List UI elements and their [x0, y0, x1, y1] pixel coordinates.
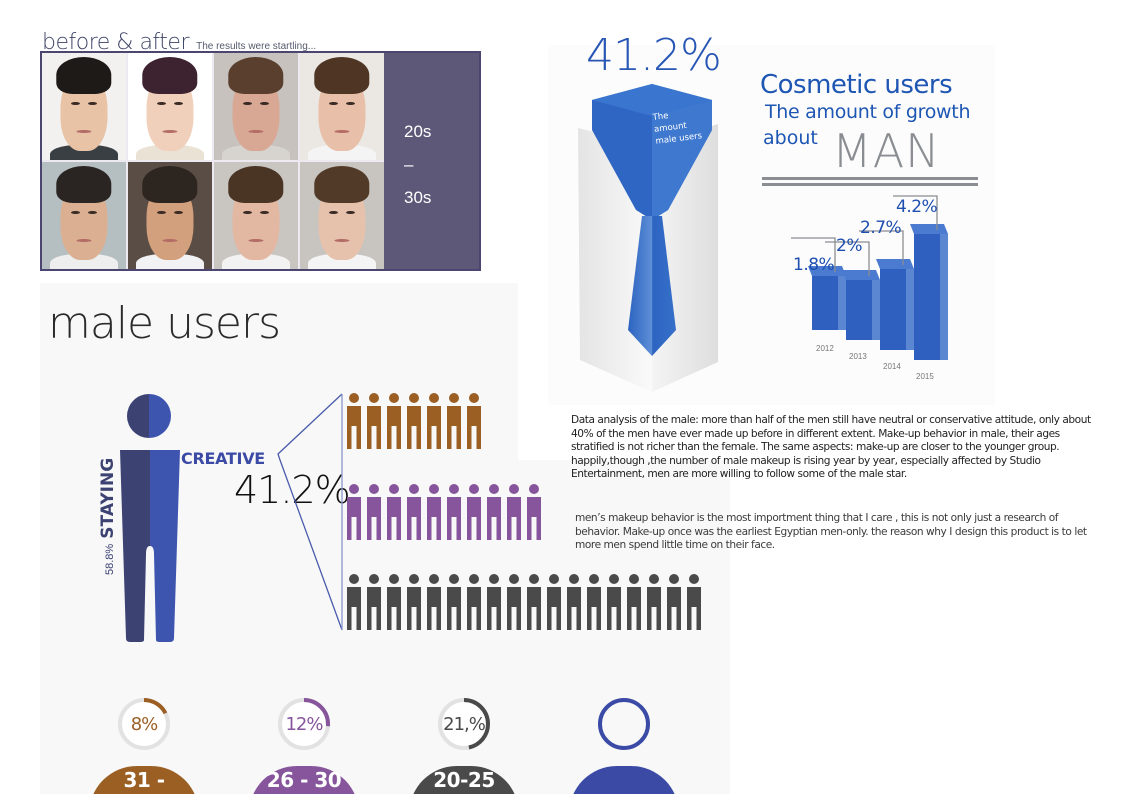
age-range: 20s – 30s [404, 115, 431, 214]
age-pct: 21,% [443, 713, 486, 735]
person-icon [427, 574, 441, 630]
person-icon [347, 484, 361, 540]
face-photo [300, 162, 384, 269]
age-donut: 12% [276, 696, 332, 752]
age-range-pill: 26 - 30 [249, 766, 359, 794]
person-icon [367, 393, 381, 449]
person-icon [627, 574, 641, 630]
people-row-26-30 [347, 484, 541, 540]
person-icon [347, 574, 361, 630]
face-photo [128, 162, 212, 269]
face-photo [214, 53, 298, 160]
person-icon [607, 574, 621, 630]
person-icon [467, 574, 481, 630]
person-icon [467, 393, 481, 449]
person-icon [427, 484, 441, 540]
face-photo [300, 53, 384, 160]
cosmetic-title: Cosmetic users [760, 70, 953, 100]
staying-pct: 58.8% [104, 543, 116, 575]
age-pct: 12% [285, 713, 323, 735]
face-photo [42, 162, 126, 269]
big-person-icon [120, 394, 182, 646]
age-donut: 21,% [436, 696, 492, 752]
face-photo [214, 162, 298, 269]
creative-label: CREATIVE [181, 449, 265, 468]
growth-bar-chart [791, 195, 948, 360]
person-icon [347, 393, 361, 449]
bar-value-label: 1.8% [793, 255, 835, 275]
person-icon [427, 393, 441, 449]
person-icon [687, 574, 701, 630]
before-after-subtitle: The results were startling... [196, 41, 317, 52]
person-icon [467, 484, 481, 540]
age-pct: 8% [130, 713, 159, 735]
cosmetic-man: MAN [832, 124, 941, 178]
before-after-panel: 20s – 30s [40, 51, 481, 271]
person-icon [507, 484, 521, 540]
bar-year-label: 2012 [816, 344, 834, 353]
person-icon [487, 484, 501, 540]
funnel-lines [277, 393, 343, 631]
tie-graphic [578, 84, 718, 392]
person-icon [667, 574, 681, 630]
person-icon [527, 484, 541, 540]
bar-value-label: 4.2% [896, 197, 938, 217]
person-icon [507, 574, 521, 630]
tie-percentage: 41.2% [586, 30, 722, 81]
age-to: 30s [404, 188, 432, 207]
bar-value-label: 2% [836, 236, 862, 256]
divider-bottom [762, 183, 978, 186]
creative-pct: 41.2% [234, 468, 351, 512]
face-photo [42, 53, 126, 160]
cosmetic-subtitle: The amount of growth [765, 101, 971, 123]
age-donut [596, 696, 652, 752]
person-head-icon [127, 394, 171, 438]
person-icon [387, 574, 401, 630]
staying-text: STAYING [98, 457, 118, 539]
before-after-title: before & after [42, 30, 190, 55]
face-photo [128, 53, 212, 160]
people-row-20-25 [347, 574, 701, 630]
bar-year-label: 2013 [849, 352, 867, 361]
note-paragraph: men’s makeup behavior is the most import… [575, 512, 1087, 551]
person-icon [647, 574, 661, 630]
person-icon [367, 574, 381, 630]
bar-year-label: 2015 [916, 372, 934, 381]
bar-year-label: 2014 [883, 362, 901, 371]
people-row-31plus [347, 393, 481, 449]
person-icon [407, 484, 421, 540]
tie-caption: The amount male users [652, 111, 703, 147]
person-icon [367, 484, 381, 540]
age-pct [596, 696, 652, 752]
person-icon [487, 574, 501, 630]
person-body-icon [120, 450, 180, 642]
age-donut: 8% [116, 696, 172, 752]
male-users-title: male users [48, 298, 281, 349]
person-icon [407, 574, 421, 630]
person-icon [407, 393, 421, 449]
person-icon [567, 574, 581, 630]
person-icon [527, 574, 541, 630]
person-icon [447, 574, 461, 630]
person-icon [447, 484, 461, 540]
person-icon [447, 393, 461, 449]
bar-value-label: 2.7% [860, 218, 902, 238]
photo-grid [42, 53, 384, 269]
age-dash: – [404, 155, 414, 174]
person-icon [387, 484, 401, 540]
cosmetic-about: about [763, 127, 818, 149]
divider-top [762, 177, 978, 180]
staying-label: 58.8% STAYING [98, 450, 128, 575]
age-from: 20s [404, 122, 432, 141]
analysis-paragraph: Data analysis of the male: more than hal… [571, 414, 1091, 480]
before-after-heading: before & after The results were startlin… [42, 30, 317, 55]
person-icon [387, 393, 401, 449]
person-icon [587, 574, 601, 630]
person-icon [547, 574, 561, 630]
